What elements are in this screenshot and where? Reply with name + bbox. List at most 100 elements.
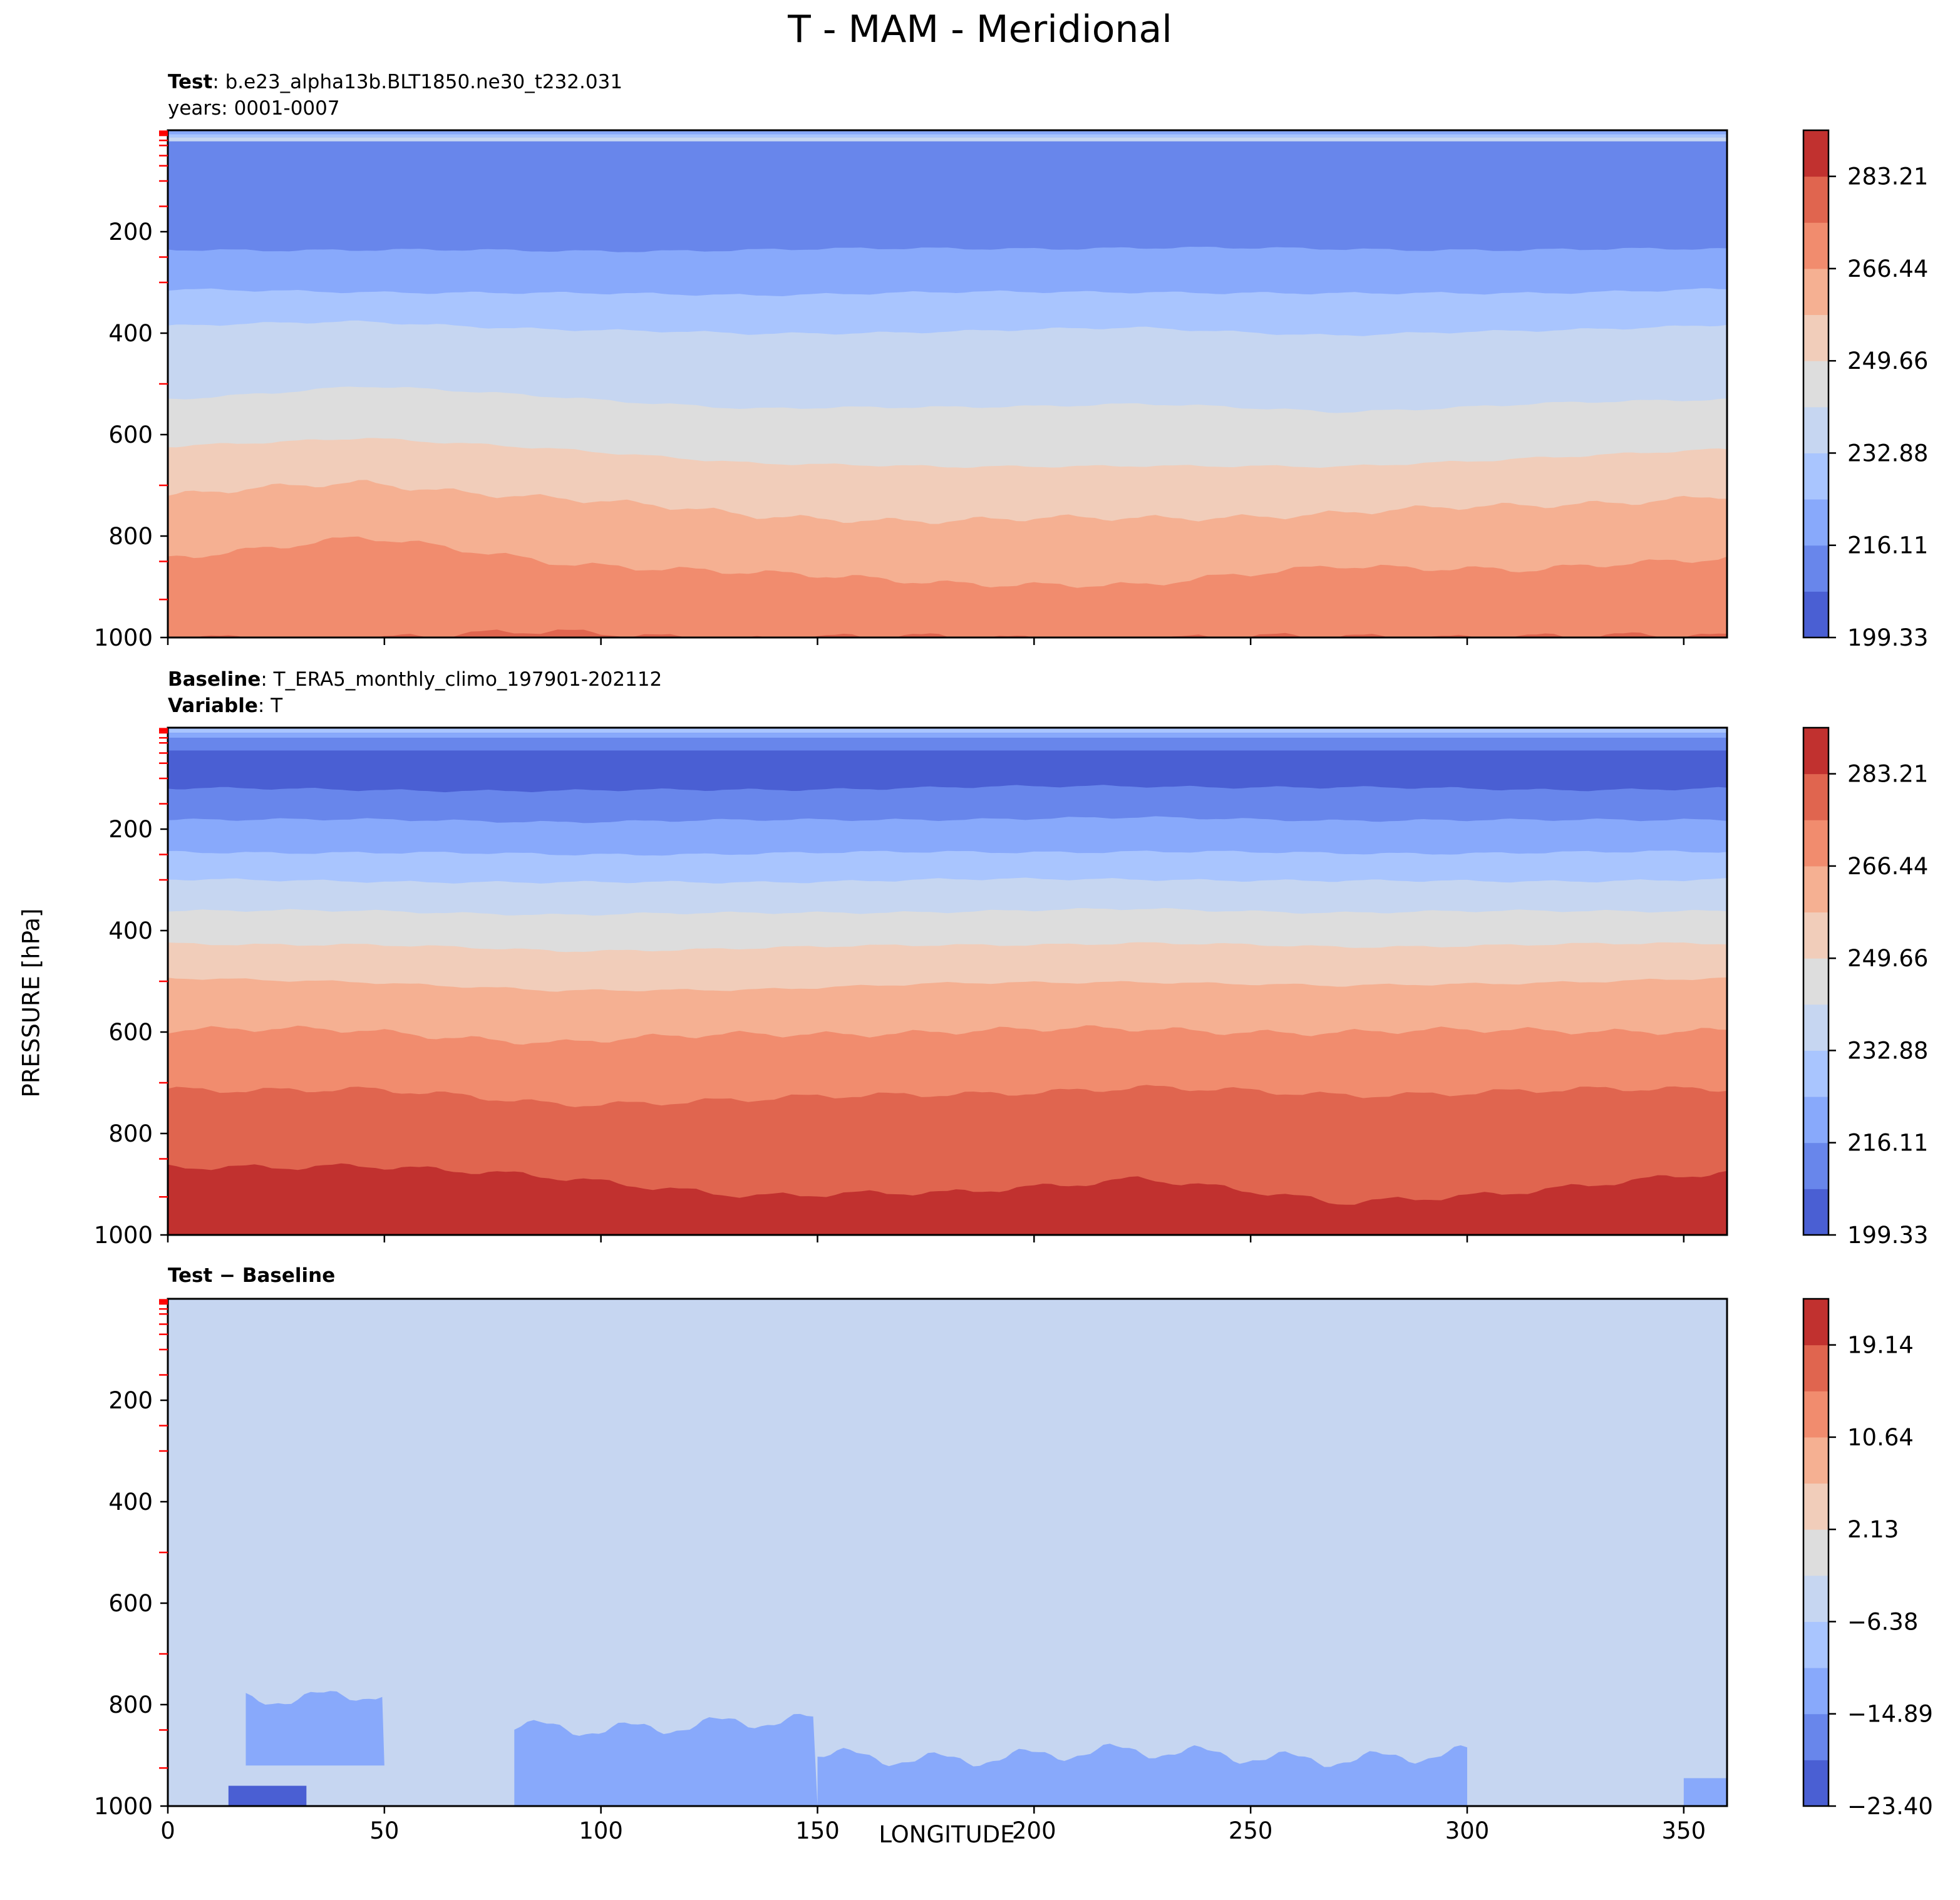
colorbar-swatch [1803,1437,1828,1484]
contour-patch [1285,1770,1467,1806]
y-tick-label: 200 [108,1387,153,1414]
colorbar-swatch [1803,1483,1828,1530]
colorbar-swatch [1803,361,1828,408]
y-tick-label: 800 [108,523,153,550]
colorbar-tick-label: 10.64 [1847,1424,1914,1451]
panel-title-line: Test: b.e23_alpha13b.BLT1850.ne30_t232.0… [168,71,623,93]
x-tick-label: 300 [1445,1817,1490,1844]
colorbar-frame [1802,129,1830,639]
contour-band [168,134,1727,138]
colorbar-tick-label: 249.66 [1847,945,1928,972]
colorbar-swatch [1803,406,1828,453]
colorbar-swatch [1803,1391,1828,1438]
colorbar-swatch [1803,222,1828,269]
colorbar-swatch [1803,1760,1828,1807]
x-tick-label: 350 [1662,1817,1706,1844]
contour-patch [514,1713,818,1806]
x-tick-label: 250 [1229,1817,1273,1844]
panel-title-test: Test: b.e23_alpha13b.BLT1850.ne30_t232.0… [168,69,622,121]
colorbar-swatch [1803,268,1828,316]
panel-title-line: years: 0001-0007 [168,97,340,120]
colorbar-tick-label: 266.44 [1847,256,1928,282]
contour-band [168,733,1727,738]
y-tick-label: 600 [108,1590,153,1617]
panel-title-difference: Test − Baseline [168,1262,335,1289]
contour-band [168,137,1727,142]
colorbar-frame [1802,1298,1830,1807]
contour-band [168,738,1727,751]
y-tick-label: 400 [108,320,153,347]
contour-band [168,629,1727,638]
panel-difference: 0 50 100 150 200 250 300 350 200 400 600 800 1000 −23… [94,1298,1933,1844]
figure-title: T - MAM - Meridional [788,8,1172,51]
colorbar-tick-label: −14.89 [1847,1701,1933,1728]
colorbar-tick-label: −6.38 [1847,1608,1918,1635]
contour-band [168,728,1727,733]
colorbar-swatch [1803,1004,1828,1051]
y-tick-label: 600 [108,1019,153,1046]
x-tick-label: 200 [1012,1817,1056,1844]
colorbar-tick-label: −23.40 [1847,1793,1933,1820]
colorbar-swatch [1803,545,1828,592]
colorbar-swatch [1803,130,1828,177]
colorbar-swatch [1803,1713,1828,1760]
colorbar-tick-label: 19.14 [1847,1332,1914,1359]
colorbar-swatch [1803,1142,1828,1189]
x-tick-label: 100 [579,1817,623,1844]
colorbar-tick-label: 232.88 [1847,1037,1928,1064]
colorbar-swatch [1803,773,1828,820]
y-tick-label: 200 [108,816,153,843]
colorbar-tick-label: 266.44 [1847,853,1928,880]
contour-band [168,536,1727,638]
colorbar-swatch [1803,912,1828,959]
y-axis-label: PRESSURE [hPa] [18,908,45,1098]
colorbar-swatch [1803,1050,1828,1097]
colorbar-swatch [1803,591,1828,638]
colorbar-swatch [1803,1621,1828,1668]
colorbar-swatch [1803,453,1828,500]
y-tick-label: 600 [108,421,153,448]
x-axis-label: LONGITUDE [879,1821,1015,1848]
colorbar-tick-label: 249.66 [1847,348,1928,374]
colorbar-tick-label: 2.13 [1847,1516,1899,1543]
x-tick-label: 50 [369,1817,399,1844]
panel-test: 200 400 600 800 1000 199.33 216.11 232.88 249.66… [94,129,1928,651]
contour-band [168,1163,1727,1235]
y-tick-label: 200 [108,219,153,245]
contour-band [168,1344,1727,1806]
y-tick-label: 800 [108,1691,153,1718]
colorbar-tick-label: 199.33 [1847,624,1928,651]
colorbar-swatch [1803,958,1828,1005]
y-tick-label: 400 [108,917,153,944]
y-tick-label: 1000 [94,1793,153,1820]
colorbar-swatch [1803,1299,1828,1346]
panel-title-baseline: Baseline: T_ERA5_monthly_climo_197901-20… [168,666,662,719]
colorbar-tick-label: 199.33 [1847,1222,1928,1249]
x-tick-label: 150 [795,1817,840,1844]
contour-patch [1683,1778,1727,1806]
contour-band [168,130,1727,135]
colorbar-swatch [1803,1097,1828,1144]
colorbar-swatch [1803,314,1828,361]
panel-title-line: Baseline: T_ERA5_monthly_climo_197901-20… [168,668,663,691]
y-tick-label: 800 [108,1120,153,1147]
colorbar-tick-label: 232.88 [1847,440,1928,467]
contour-patch [228,1785,307,1806]
colorbar-swatch [1803,176,1828,223]
colorbar-tick-label: 283.21 [1847,163,1928,190]
colorbar-swatch [1803,1189,1828,1236]
colorbar-frame [1802,726,1830,1236]
panel-title-line: Variable: T [168,694,283,717]
colorbar-swatch [1803,1345,1828,1391]
colorbar-swatch [1803,728,1828,775]
colorbar-tick-label: 283.21 [1847,761,1928,788]
contour-band [168,141,1727,151]
y-tick-label: 1000 [94,1222,153,1249]
colorbar-swatch [1803,865,1828,913]
colorbar-swatch [1803,1575,1828,1622]
colorbar-swatch [1803,820,1828,867]
contour-patch [245,1691,384,1766]
x-tick-label: 0 [160,1817,175,1844]
colorbar-swatch [1803,1529,1828,1576]
